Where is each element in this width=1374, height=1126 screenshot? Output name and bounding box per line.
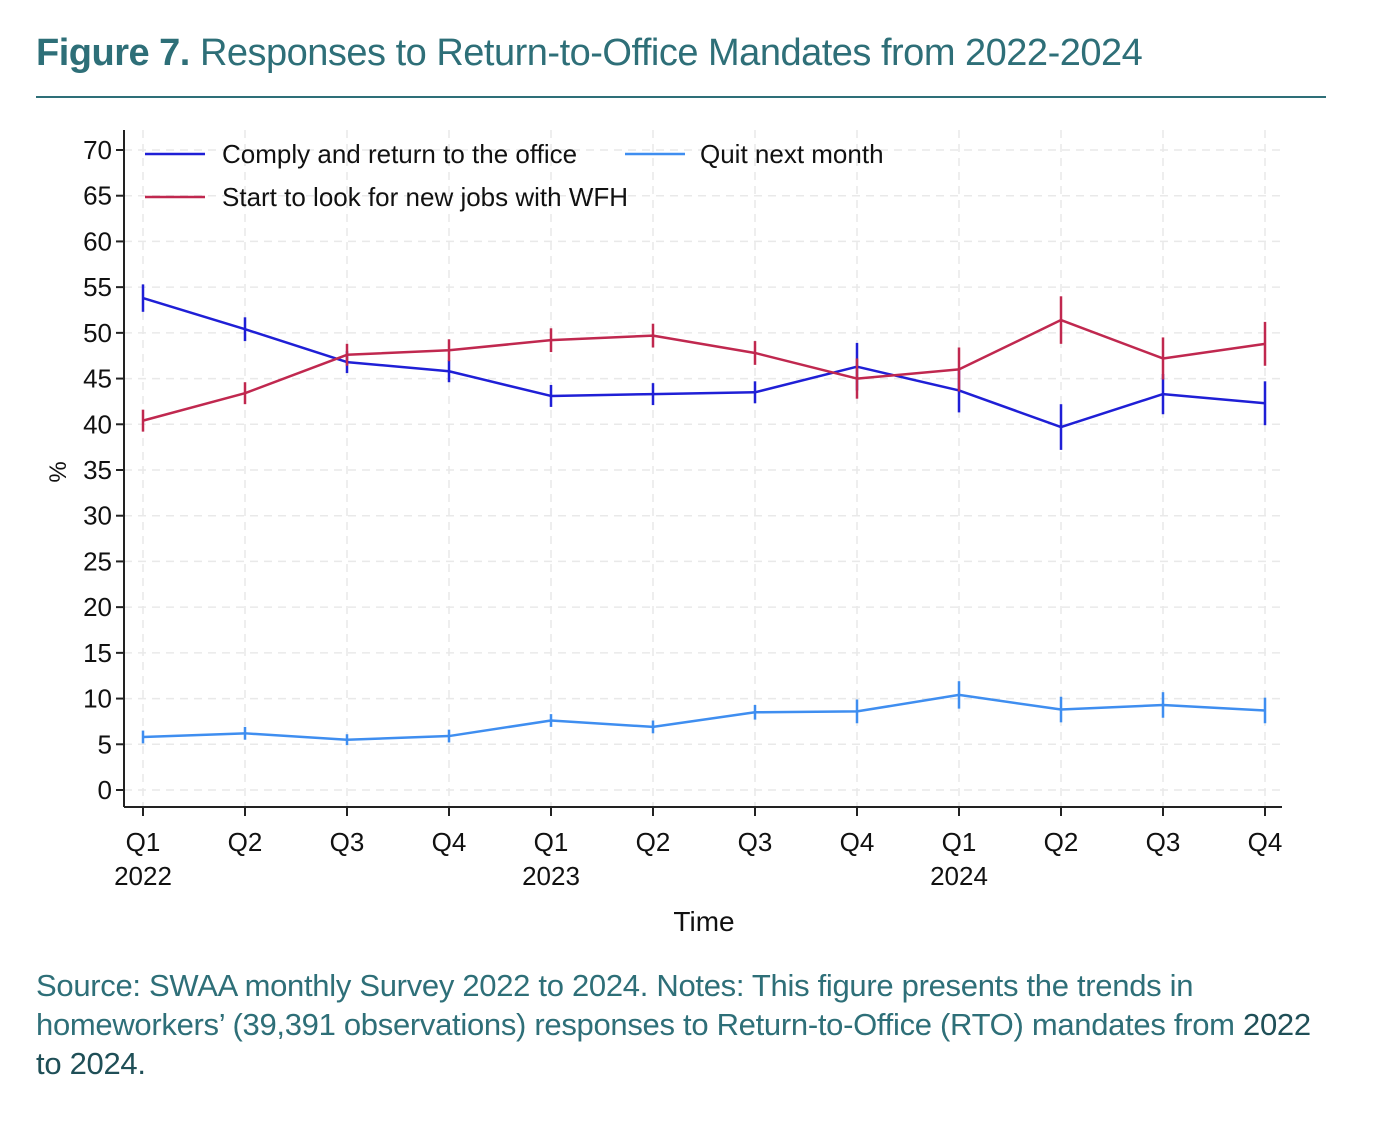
legend-label: Start to look for new jobs with WFH — [222, 182, 628, 212]
legend-item: Comply and return to the office — [145, 139, 577, 169]
y-tick-label: 40 — [83, 409, 112, 439]
y-tick-label: 65 — [83, 181, 112, 211]
x-axis-label: Time — [673, 906, 734, 937]
y-axis-label: % — [45, 461, 72, 482]
x-tick-label: Q4 — [1248, 827, 1283, 857]
y-tick-label: 55 — [83, 272, 112, 302]
y-tick-label: 20 — [83, 592, 112, 622]
x-tick-label: Q3 — [1146, 827, 1181, 857]
x-tick-label: Q2 — [636, 827, 671, 857]
caption-tail: 2022 to 2024. — [36, 1007, 1311, 1081]
y-tick-label: 15 — [83, 638, 112, 668]
figure-label: Figure 7. — [36, 32, 190, 74]
caption-text: Source: SWAA monthly Survey 2022 to 2024… — [36, 968, 1235, 1042]
series-line — [142, 296, 1266, 429]
x-tick-label: Q3 — [330, 827, 365, 857]
chart-legend: Comply and return to the office Start to … — [145, 139, 884, 212]
x-tick-label: Q1 — [942, 827, 977, 857]
series-line — [142, 318, 1266, 422]
legend-label: Quit next month — [700, 139, 884, 169]
figure-title-text: Responses to Return-to-Office Mandates f… — [199, 32, 1143, 74]
legend-item: Quit next month — [625, 139, 884, 169]
x-tick-label: Q1 — [534, 827, 569, 857]
figure-title: Figure 7. Responses to Return-to-Office … — [36, 32, 1326, 75]
x-tick-label: Q4 — [840, 827, 875, 857]
y-tick-label: 70 — [83, 135, 112, 165]
figure-header: Figure 7. Responses to Return-to-Office … — [36, 32, 1326, 75]
y-tick-label: 0 — [98, 775, 112, 805]
series-quit-next-month — [141, 681, 1267, 746]
x-tick-label: Q4 — [432, 827, 467, 857]
y-tick-label: 10 — [83, 684, 112, 714]
series-start-to-look-for-new-jobs-with-wfh — [141, 296, 1267, 432]
y-tick-label: 50 — [83, 318, 112, 348]
y-tick-label: 30 — [83, 501, 112, 531]
y-tick-label: 60 — [83, 226, 112, 256]
legend-item: Start to look for new jobs with WFH — [145, 182, 628, 212]
x-tick-label: Q1 — [126, 827, 161, 857]
series-line — [142, 693, 1266, 741]
x-axis-ticks: Q1 2022 Q2 Q3 Q4 Q1 2023 Q2 Q3 Q4 Q1 2024 Q2 Q3 Q4 — [114, 807, 1282, 891]
figure-caption: Source: SWAA monthly Survey 2022 to 2024… — [36, 966, 1336, 1083]
x-tick-year-label: 2024 — [930, 861, 988, 891]
chart-grid — [124, 130, 1282, 807]
x-tick-label: Q2 — [228, 827, 263, 857]
legend-label: Comply and return to the office — [222, 139, 577, 169]
x-tick-year-label: 2022 — [114, 861, 172, 891]
y-tick-label: 35 — [83, 455, 112, 485]
header-divider — [36, 96, 1326, 98]
chart-axes — [123, 130, 1282, 808]
x-tick-label: Q2 — [1044, 827, 1079, 857]
x-tick-year-label: 2023 — [522, 861, 580, 891]
y-tick-label: 5 — [98, 729, 112, 759]
y-axis-ticks: 0 5 10 15 20 25 30 35 40 45 50 55 60 65 70 — [83, 135, 124, 805]
y-tick-label: 25 — [83, 546, 112, 576]
x-tick-label: Q3 — [738, 827, 773, 857]
y-tick-label: 45 — [83, 364, 112, 394]
chart-series — [141, 284, 1267, 746]
